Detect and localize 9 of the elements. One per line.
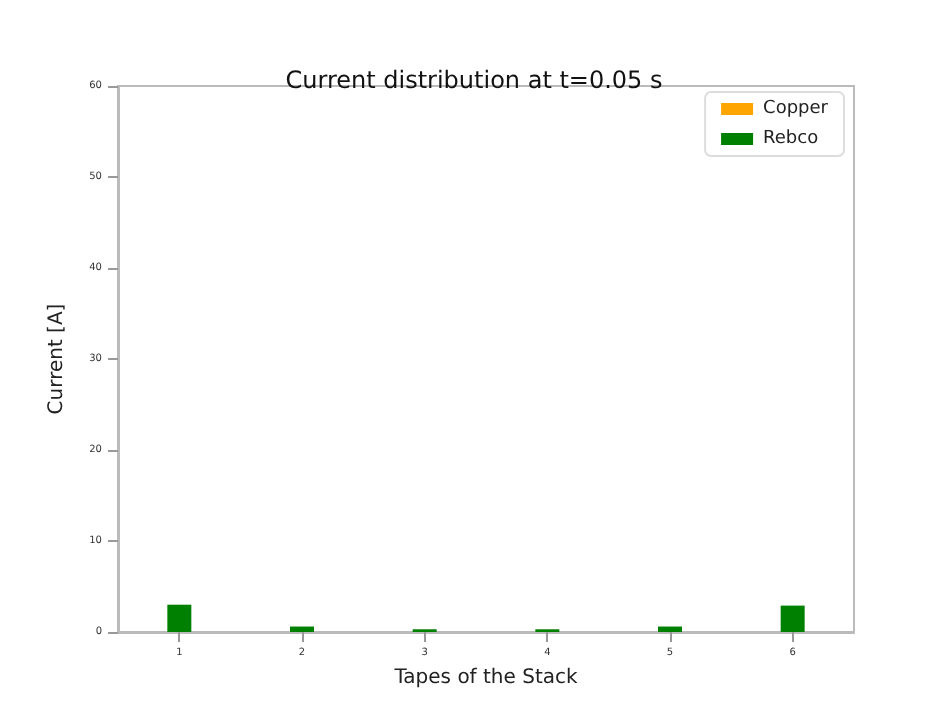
legend-label: Copper (763, 99, 829, 119)
bar (167, 604, 192, 632)
bar (290, 626, 314, 632)
legend-label: Rebco (763, 129, 820, 149)
bar (658, 626, 682, 632)
bar (780, 605, 805, 632)
chart-title: Current distribution at t=0.05 s (285, 66, 663, 94)
x-axis-title: Tapes of the Stack (392, 666, 578, 689)
y-axis-title: Current [A] (46, 303, 69, 415)
